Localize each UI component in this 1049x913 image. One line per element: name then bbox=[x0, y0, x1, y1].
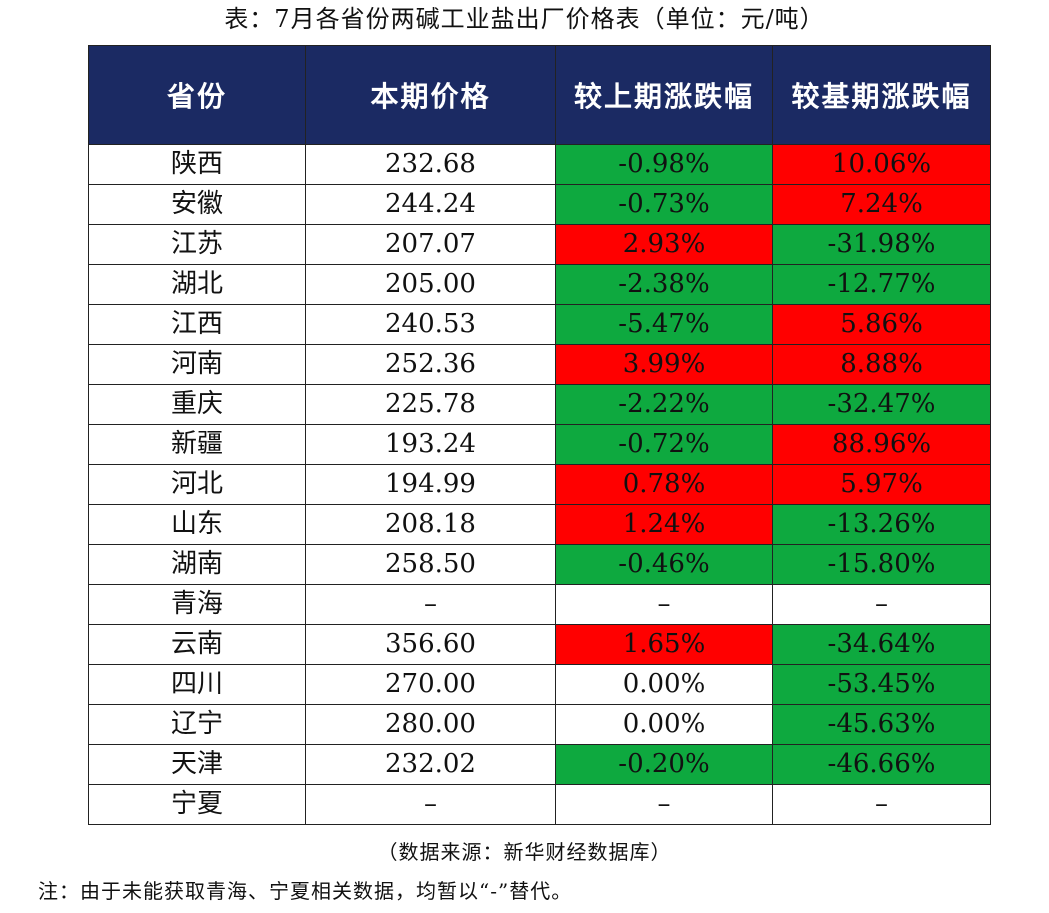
price-cell: 232.68 bbox=[305, 144, 556, 185]
data-source: （数据来源：新华财经数据库） bbox=[377, 840, 672, 864]
base-change-cell: – bbox=[772, 784, 991, 825]
base-change-cell: 10.06% bbox=[772, 144, 991, 185]
table-row: 江西 240.53 -5.47% 5.86% bbox=[88, 304, 991, 345]
table-row: 天津 232.02 -0.20% -46.66% bbox=[88, 744, 991, 785]
footnote: 注：由于未能获取青海、宁夏相关数据，均暂以“-”替代。 bbox=[38, 879, 573, 903]
prev-change-cell: -0.72% bbox=[555, 424, 773, 465]
price-cell: 207.07 bbox=[305, 224, 556, 265]
table-row: 湖北 205.00 -2.38% -12.77% bbox=[88, 264, 991, 305]
province-cell: 河南 bbox=[88, 344, 306, 385]
table-title: 表：7月各省份两碱工业盐出厂价格表（单位：元/吨） bbox=[224, 5, 825, 33]
table-row: 河北 194.99 0.78% 5.97% bbox=[88, 464, 991, 505]
base-change-cell: -34.64% bbox=[772, 624, 991, 665]
table-row: 宁夏 – – – bbox=[88, 784, 991, 825]
base-change-cell: -46.66% bbox=[772, 744, 991, 785]
prev-change-cell: -0.20% bbox=[555, 744, 773, 785]
header-province: 省份 bbox=[88, 45, 306, 145]
price-cell: 225.78 bbox=[305, 384, 556, 425]
table-row: 陕西 232.68 -0.98% 10.06% bbox=[88, 144, 991, 185]
base-change-cell: -13.26% bbox=[772, 504, 991, 545]
prev-change-cell: – bbox=[555, 584, 773, 625]
province-cell: 陕西 bbox=[88, 144, 306, 185]
province-cell: 宁夏 bbox=[88, 784, 306, 825]
province-cell: 江苏 bbox=[88, 224, 306, 265]
province-cell: 山东 bbox=[88, 504, 306, 545]
table-row: 新疆 193.24 -0.72% 88.96% bbox=[88, 424, 991, 465]
province-cell: 青海 bbox=[88, 584, 306, 625]
prev-change-cell: 0.00% bbox=[555, 704, 773, 745]
province-cell: 湖南 bbox=[88, 544, 306, 585]
prev-change-cell: -2.22% bbox=[555, 384, 773, 425]
prev-change-cell: – bbox=[555, 784, 773, 825]
price-cell: 356.60 bbox=[305, 624, 556, 665]
prev-change-cell: -0.46% bbox=[555, 544, 773, 585]
base-change-cell: 88.96% bbox=[772, 424, 991, 465]
price-table: 省份 本期价格 较上期涨跌幅 较基期涨跌幅 陕西 232.68 -0.98% 10.0… bbox=[88, 45, 991, 825]
province-cell: 天津 bbox=[88, 744, 306, 785]
table-row: 青海 – – – bbox=[88, 584, 991, 625]
base-change-cell: – bbox=[772, 584, 991, 625]
prev-change-cell: -0.98% bbox=[555, 144, 773, 185]
price-cell: 193.24 bbox=[305, 424, 556, 465]
prev-change-cell: 2.93% bbox=[555, 224, 773, 265]
header-base-change: 较基期涨跌幅 bbox=[772, 45, 991, 145]
province-cell: 辽宁 bbox=[88, 704, 306, 745]
price-cell: 194.99 bbox=[305, 464, 556, 505]
table-row: 云南 356.60 1.65% -34.64% bbox=[88, 624, 991, 665]
prev-change-cell: 1.65% bbox=[555, 624, 773, 665]
prev-change-cell: -0.73% bbox=[555, 184, 773, 225]
base-change-cell: -12.77% bbox=[772, 264, 991, 305]
province-cell: 安徽 bbox=[88, 184, 306, 225]
prev-change-cell: 1.24% bbox=[555, 504, 773, 545]
province-cell: 湖北 bbox=[88, 264, 306, 305]
table-row: 河南 252.36 3.99% 8.88% bbox=[88, 344, 991, 385]
base-change-cell: 7.24% bbox=[772, 184, 991, 225]
price-cell: 205.00 bbox=[305, 264, 556, 305]
header-price: 本期价格 bbox=[305, 45, 556, 145]
table-row: 四川 270.00 0.00% -53.45% bbox=[88, 664, 991, 705]
prev-change-cell: -2.38% bbox=[555, 264, 773, 305]
province-cell: 新疆 bbox=[88, 424, 306, 465]
table-row: 湖南 258.50 -0.46% -15.80% bbox=[88, 544, 991, 585]
province-cell: 河北 bbox=[88, 464, 306, 505]
prev-change-cell: 0.78% bbox=[555, 464, 773, 505]
province-cell: 四川 bbox=[88, 664, 306, 705]
base-change-cell: 5.86% bbox=[772, 304, 991, 345]
base-change-cell: 8.88% bbox=[772, 344, 991, 385]
price-cell: 240.53 bbox=[305, 304, 556, 345]
base-change-cell: -32.47% bbox=[772, 384, 991, 425]
base-change-cell: 5.97% bbox=[772, 464, 991, 505]
price-cell: 280.00 bbox=[305, 704, 556, 745]
table-row: 辽宁 280.00 0.00% -45.63% bbox=[88, 704, 991, 745]
province-cell: 云南 bbox=[88, 624, 306, 665]
table-row: 安徽 244.24 -0.73% 7.24% bbox=[88, 184, 991, 225]
base-change-cell: -45.63% bbox=[772, 704, 991, 745]
province-cell: 重庆 bbox=[88, 384, 306, 425]
table-body: 陕西 232.68 -0.98% 10.06% 安徽 244.24 -0.73% 7.24% 江… bbox=[88, 144, 991, 825]
price-cell: – bbox=[305, 584, 556, 625]
base-change-cell: -31.98% bbox=[772, 224, 991, 265]
base-change-cell: -15.80% bbox=[772, 544, 991, 585]
price-cell: – bbox=[305, 784, 556, 825]
header-prev-change: 较上期涨跌幅 bbox=[555, 45, 773, 145]
price-cell: 258.50 bbox=[305, 544, 556, 585]
prev-change-cell: 3.99% bbox=[555, 344, 773, 385]
base-change-cell: -53.45% bbox=[772, 664, 991, 705]
prev-change-cell: 0.00% bbox=[555, 664, 773, 705]
province-cell: 江西 bbox=[88, 304, 306, 345]
header-row: 省份 本期价格 较上期涨跌幅 较基期涨跌幅 bbox=[88, 45, 991, 145]
table-row: 江苏 207.07 2.93% -31.98% bbox=[88, 224, 991, 265]
prev-change-cell: -5.47% bbox=[555, 304, 773, 345]
table-row: 山东 208.18 1.24% -13.26% bbox=[88, 504, 991, 545]
price-cell: 252.36 bbox=[305, 344, 556, 385]
table-header: 省份 本期价格 较上期涨跌幅 较基期涨跌幅 bbox=[88, 45, 991, 145]
price-cell: 232.02 bbox=[305, 744, 556, 785]
price-cell: 208.18 bbox=[305, 504, 556, 545]
price-cell: 244.24 bbox=[305, 184, 556, 225]
price-cell: 270.00 bbox=[305, 664, 556, 705]
table-row: 重庆 225.78 -2.22% -32.47% bbox=[88, 384, 991, 425]
